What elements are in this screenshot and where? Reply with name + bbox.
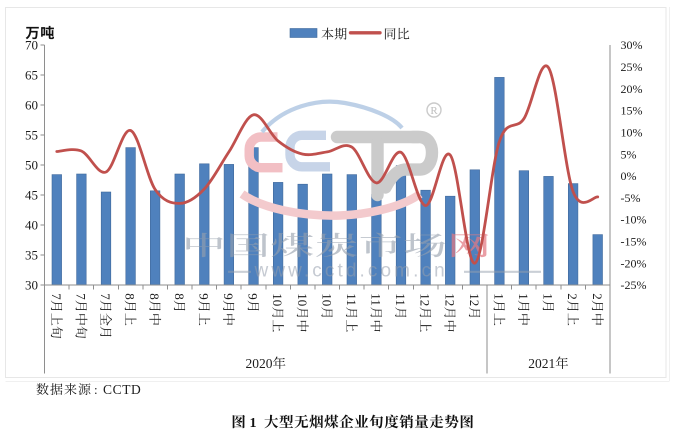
- svg-text:40: 40: [25, 218, 38, 233]
- svg-text:CCTD: CCTD: [103, 382, 141, 397]
- svg-text:10%: 10%: [621, 126, 643, 140]
- svg-text:10: 10: [319, 293, 334, 306]
- svg-text:7: 7: [49, 293, 64, 300]
- svg-text:-10%: -10%: [621, 213, 647, 227]
- svg-text:8: 8: [172, 293, 187, 300]
- svg-text:9: 9: [246, 293, 261, 300]
- svg-text:9: 9: [221, 293, 236, 300]
- svg-text:30%: 30%: [621, 38, 643, 52]
- svg-text:35: 35: [25, 248, 38, 263]
- svg-text:R: R: [430, 105, 438, 117]
- svg-text:50: 50: [25, 158, 38, 173]
- svg-text:10: 10: [295, 293, 310, 306]
- svg-text:70: 70: [25, 38, 38, 53]
- svg-text:2020: 2020: [246, 356, 273, 371]
- svg-text:1: 1: [541, 293, 556, 300]
- svg-text:-25%: -25%: [621, 278, 647, 292]
- svg-text:60: 60: [25, 98, 38, 113]
- svg-text:20%: 20%: [621, 82, 643, 96]
- svg-text:11: 11: [369, 293, 384, 306]
- svg-text::: :: [94, 382, 98, 397]
- svg-text:8: 8: [147, 293, 162, 300]
- svg-text:45: 45: [25, 188, 38, 203]
- svg-text:-15%: -15%: [621, 235, 647, 249]
- svg-text:7: 7: [73, 293, 88, 300]
- svg-text:15%: 15%: [621, 104, 643, 118]
- svg-text:5%: 5%: [621, 147, 637, 161]
- svg-text:12: 12: [467, 293, 482, 306]
- svg-text:25%: 25%: [621, 60, 643, 74]
- svg-text:2021: 2021: [528, 356, 555, 371]
- svg-text:1: 1: [491, 293, 506, 300]
- svg-text:1: 1: [516, 293, 531, 300]
- svg-text:65: 65: [25, 68, 38, 83]
- svg-text:55: 55: [25, 128, 38, 143]
- svg-text:30: 30: [25, 278, 38, 293]
- svg-text:-5%: -5%: [621, 191, 641, 205]
- svg-text:0%: 0%: [621, 169, 637, 183]
- svg-text:8: 8: [123, 293, 138, 300]
- svg-text:10: 10: [270, 293, 285, 306]
- svg-text:www.cctd.com.cn: www.cctd.com.cn: [254, 261, 448, 282]
- svg-text:11: 11: [344, 293, 359, 306]
- svg-text:-20%: -20%: [621, 256, 647, 270]
- svg-text:11: 11: [393, 293, 408, 306]
- svg-text:12: 12: [442, 293, 457, 306]
- svg-text:2: 2: [590, 293, 605, 300]
- svg-text:12: 12: [418, 293, 433, 306]
- svg-text:2: 2: [565, 293, 580, 300]
- svg-text:9: 9: [196, 293, 211, 300]
- svg-text:1: 1: [250, 416, 257, 431]
- svg-text:7: 7: [98, 293, 113, 300]
